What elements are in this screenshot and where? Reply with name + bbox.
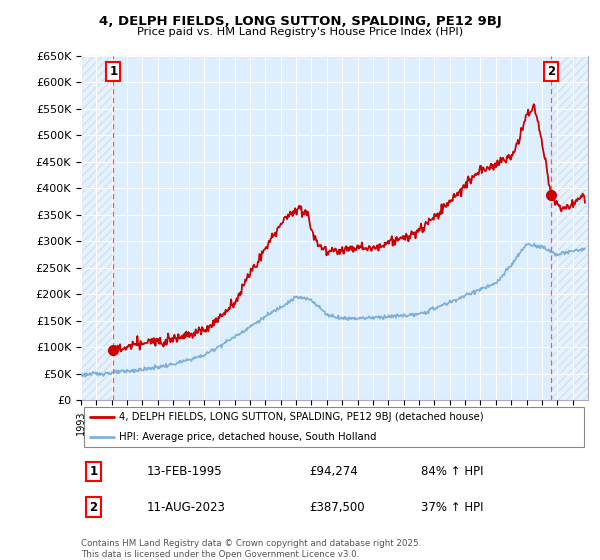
- Polygon shape: [81, 56, 113, 400]
- Polygon shape: [551, 56, 588, 400]
- Text: Price paid vs. HM Land Registry's House Price Index (HPI): Price paid vs. HM Land Registry's House …: [137, 27, 463, 38]
- Text: 11-AUG-2023: 11-AUG-2023: [147, 501, 226, 514]
- FancyBboxPatch shape: [83, 407, 584, 447]
- Text: 13-FEB-1995: 13-FEB-1995: [147, 465, 223, 478]
- Text: 2: 2: [547, 66, 555, 78]
- Text: HPI: Average price, detached house, South Holland: HPI: Average price, detached house, Sout…: [119, 432, 377, 442]
- Text: 37% ↑ HPI: 37% ↑ HPI: [421, 501, 483, 514]
- Text: 4, DELPH FIELDS, LONG SUTTON, SPALDING, PE12 9BJ (detached house): 4, DELPH FIELDS, LONG SUTTON, SPALDING, …: [119, 412, 484, 422]
- Text: £387,500: £387,500: [309, 501, 365, 514]
- Bar: [551, 56, 588, 400]
- Text: 1: 1: [89, 465, 98, 478]
- Text: 4, DELPH FIELDS, LONG SUTTON, SPALDING, PE12 9BJ: 4, DELPH FIELDS, LONG SUTTON, SPALDING, …: [98, 15, 502, 28]
- Text: 2: 2: [89, 501, 98, 514]
- Text: 84% ↑ HPI: 84% ↑ HPI: [421, 465, 483, 478]
- Text: 1: 1: [109, 66, 118, 78]
- Text: Contains HM Land Registry data © Crown copyright and database right 2025.
This d: Contains HM Land Registry data © Crown c…: [81, 539, 421, 559]
- Bar: [81, 56, 113, 400]
- Text: £94,274: £94,274: [309, 465, 358, 478]
